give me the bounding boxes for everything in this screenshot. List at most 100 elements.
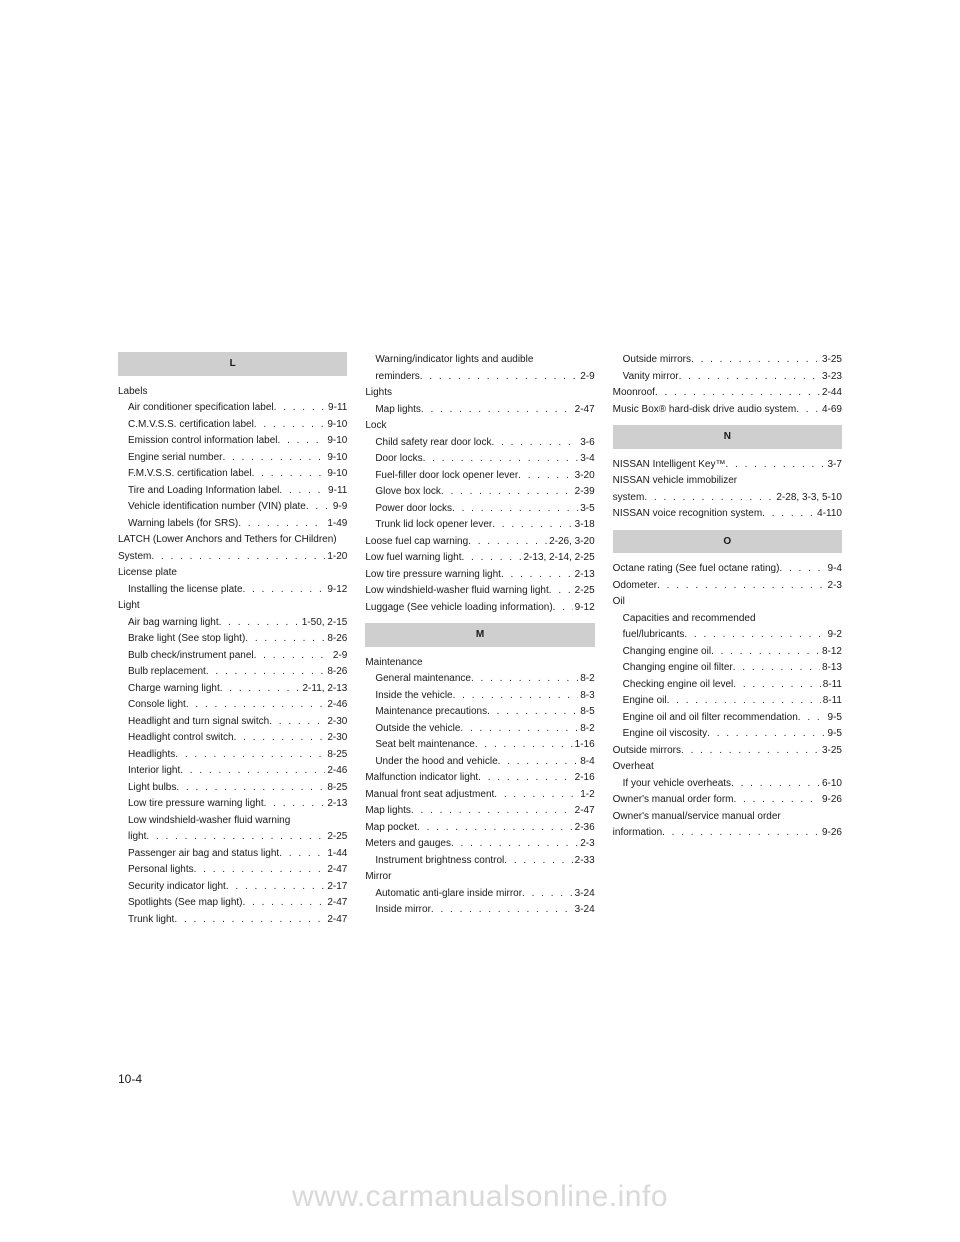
- index-entry: Outside mirrors3-25: [613, 352, 842, 368]
- index-entry: Engine serial number 9-10: [118, 450, 347, 466]
- leader-dots: [186, 697, 326, 713]
- index-entry-page: 9-10: [325, 450, 347, 466]
- index-entry-label: system: [613, 490, 645, 506]
- index-column-1: LLabelsAir conditioner specification lab…: [118, 352, 347, 928]
- leader-dots: [725, 457, 825, 473]
- index-entry-page: 2-13: [573, 567, 595, 583]
- index-entry-label: Trunk lid lock opener lever: [375, 517, 492, 533]
- index-entry-label: Air bag warning light: [128, 615, 219, 631]
- index-entry: Console light2-46: [118, 697, 347, 713]
- leader-dots: [475, 737, 573, 753]
- leader-dots: [707, 726, 825, 742]
- index-heading: LATCH (Lower Anchors and Tethers for CHi…: [118, 532, 347, 548]
- index-entry: Vehicle identification number (VIN) plat…: [118, 499, 347, 515]
- index-entry-page: 9-26: [820, 825, 842, 841]
- leader-dots: [243, 582, 326, 598]
- index-entry-label: Engine serial number: [128, 450, 223, 466]
- leader-dots: [681, 743, 820, 759]
- index-entry: system 2-28, 3-3, 5-10: [613, 490, 842, 506]
- index-entry-label: information: [613, 825, 662, 841]
- index-entry-page: 8-3: [578, 688, 594, 704]
- index-entry-label: Door locks: [375, 451, 422, 467]
- index-entry-page: 2-46: [325, 763, 347, 779]
- leader-dots: [417, 820, 573, 836]
- index-entry-page: 2-13, 2-14, 2-25: [521, 550, 594, 566]
- leader-dots: [176, 780, 325, 796]
- index-entry-page: 2-9: [578, 369, 594, 385]
- leader-dots: [421, 402, 573, 418]
- leader-dots: [411, 803, 573, 819]
- index-entry-page: 3-23: [820, 369, 842, 385]
- index-entry-page: 1-44: [325, 846, 347, 862]
- index-entry-page: 8-2: [578, 721, 594, 737]
- index-entry: Low tire pressure warning light2-13: [118, 796, 347, 812]
- index-heading: Oil: [613, 594, 842, 610]
- leader-dots: [451, 836, 578, 852]
- index-entry-label: Low tire pressure warning light: [365, 567, 501, 583]
- index-entry-page: 6-10: [820, 776, 842, 792]
- index-entry: Changing engine oil filter8-13: [613, 660, 842, 676]
- index-entry-page: 8-26: [325, 664, 347, 680]
- index-entry-page: 2-28, 3-3, 5-10: [774, 490, 842, 506]
- leader-dots: [644, 490, 774, 506]
- index-entry-label: Trunk light: [128, 912, 174, 928]
- index-entry-label: Vanity mirror: [623, 369, 679, 385]
- index-entry-page: 8-11: [821, 677, 842, 693]
- index-entry-page: 1-20: [325, 549, 347, 565]
- index-column-3: Outside mirrors3-25Vanity mirror3-23Moon…: [613, 352, 842, 928]
- index-entry: Outside the vehicle8-2: [365, 721, 594, 737]
- index-entry-label: Bulb replacement: [128, 664, 206, 680]
- index-entry-label: Meters and gauges: [365, 836, 451, 852]
- index-entry-label: Changing engine oil: [623, 644, 711, 660]
- index-entry-label: Music Box® hard-disk drive audio system: [613, 402, 797, 418]
- index-entry-page: 8-5: [578, 704, 594, 720]
- index-entry-label: Under the hood and vehicle: [375, 754, 497, 770]
- index-entry-label: Map lights: [375, 402, 421, 418]
- index-entry-label: Luggage (See vehicle loading information…: [365, 600, 552, 616]
- index-page: LLabelsAir conditioner specification lab…: [118, 352, 842, 928]
- index-section-header: O: [613, 530, 842, 554]
- index-entry-label: Automatic anti-glare inside mirror: [375, 886, 522, 902]
- leader-dots: [798, 710, 826, 726]
- index-entry: Brake light (See stop light)8-26: [118, 631, 347, 647]
- index-entry: Air bag warning light1-50, 2-15: [118, 615, 347, 631]
- index-entry-page: 9-26: [820, 792, 842, 808]
- index-entry: Light bulbs8-25: [118, 780, 347, 796]
- index-entry-page: 9-12: [325, 582, 347, 598]
- index-entry-label: Emission control information label: [128, 433, 278, 449]
- index-entry: If your vehicle overheats6-10: [613, 776, 842, 792]
- index-entry-label: Seat belt maintenance: [375, 737, 475, 753]
- index-entry: Outside mirrors3-25: [613, 743, 842, 759]
- index-entry-page: 9-10: [325, 433, 347, 449]
- index-entry-page: 2-17: [325, 879, 347, 895]
- index-entry-label: Engine oil viscosity: [623, 726, 707, 742]
- leader-dots: [796, 402, 820, 418]
- index-heading: License plate: [118, 565, 347, 581]
- index-entry: Engine oil8-11: [613, 693, 842, 709]
- leader-dots: [779, 561, 825, 577]
- index-entry-page: 2-13: [325, 796, 347, 812]
- index-entry: Charge warning light2-11, 2-13: [118, 681, 347, 697]
- index-heading: Owner's manual/service manual order: [613, 809, 842, 825]
- index-entry-page: 9-4: [826, 561, 842, 577]
- index-entry-page: 8-26: [325, 631, 347, 647]
- index-entry-label: Warning labels (for SRS): [128, 516, 238, 532]
- index-entry-label: Child safety rear door lock: [375, 435, 491, 451]
- index-column-2: Warning/indicator lights and audibleremi…: [365, 352, 594, 928]
- leader-dots: [180, 763, 325, 779]
- index-section-header: M: [365, 623, 594, 647]
- leader-dots: [194, 862, 326, 878]
- index-entry-label: Passenger air bag and status light: [128, 846, 279, 862]
- index-entry-page: 2-39: [573, 484, 595, 500]
- index-entry-label: Interior light: [128, 763, 180, 779]
- index-entry: Power door locks3-5: [365, 501, 594, 517]
- index-entry-label: Tire and Loading Information label: [128, 483, 279, 499]
- index-entry-label: C.M.V.S.S. certification label: [128, 417, 254, 433]
- index-entry-page: 2-36: [573, 820, 595, 836]
- index-entry-label: NISSAN voice recognition system: [613, 506, 763, 522]
- index-entry: Loose fuel cap warning2-26, 3-20: [365, 534, 594, 550]
- index-entry: Trunk lid lock opener lever3-18: [365, 517, 594, 533]
- index-entry-page: 9-10: [325, 466, 347, 482]
- index-entry: Inside the vehicle8-3: [365, 688, 594, 704]
- leader-dots: [175, 747, 325, 763]
